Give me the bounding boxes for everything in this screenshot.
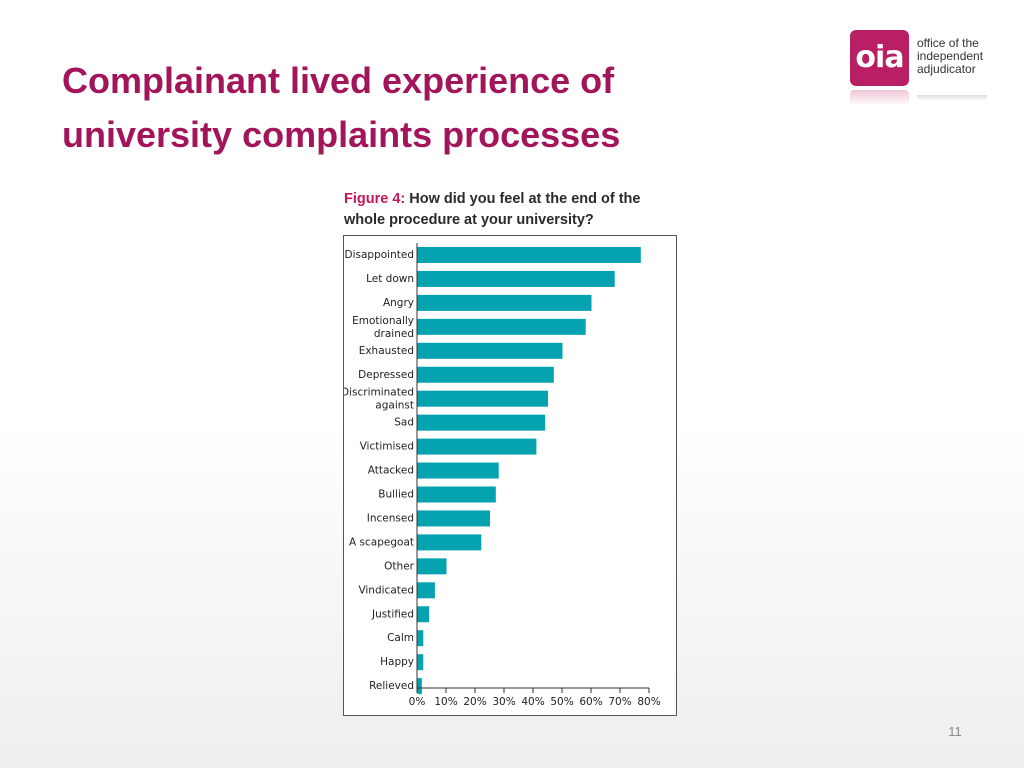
bar [417, 390, 548, 407]
figure-caption: Figure 4: How did you feel at the end of… [344, 189, 679, 231]
bar [417, 366, 554, 383]
category-label: Depressed [358, 369, 414, 381]
category-label: Relieved [369, 680, 414, 692]
logo-text-reflection [917, 95, 987, 101]
bar [417, 247, 641, 263]
bar [417, 486, 496, 503]
x-tick-label: 10% [434, 696, 457, 708]
category-label: Vindicated [358, 584, 414, 596]
bar [417, 606, 430, 623]
logo-text-line-3: adjudicator [917, 62, 976, 76]
category-label-line: against [375, 400, 414, 412]
bar [417, 438, 537, 455]
category-label: Emotionally drained [352, 315, 414, 340]
x-tick-label: 40% [521, 696, 544, 708]
bar [417, 342, 563, 359]
oia-logo: oia office of the independent adjudicato… [850, 30, 1010, 110]
bar [417, 294, 592, 311]
category-label-line: drained [374, 328, 414, 340]
chart-frame: Disappointed Let down Angry Emotionally drai… [341, 235, 677, 716]
bar [417, 414, 546, 431]
bar [417, 558, 447, 575]
category-label: Angry [383, 297, 414, 309]
x-tick-label: 30% [492, 696, 515, 708]
bar [417, 630, 424, 647]
bar [417, 534, 482, 551]
slide-title-line-1: Complainant lived experience of [62, 60, 615, 101]
category-label: Incensed [367, 512, 414, 524]
bar [417, 678, 422, 695]
page-number: 11 [948, 724, 962, 739]
category-label: Happy [380, 656, 414, 668]
category-label: Other [384, 560, 414, 572]
category-label: A scapegoat [349, 536, 414, 548]
x-tick-label: 20% [463, 696, 486, 708]
category-label: Attacked [368, 465, 414, 477]
logo-reflection [850, 90, 909, 106]
logo-text-line-1: office of the [917, 36, 979, 50]
category-label: Disappointed [345, 249, 414, 261]
category-label-line: Discriminated [344, 387, 414, 399]
oia-logo-text: office of the independent adjudicator [917, 37, 1012, 76]
bar-chart: Disappointed Let down Angry Emotionally drai… [341, 243, 661, 708]
x-tick-label: 70% [608, 696, 631, 708]
bar [417, 462, 499, 479]
bar [417, 270, 615, 287]
category-label-line: Emotionally [352, 315, 414, 327]
figure-question: How did you feel at the end of the whole… [344, 191, 641, 228]
category-label: Justified [371, 608, 414, 620]
category-label: Bullied [378, 489, 414, 501]
x-tick-label: 50% [550, 696, 573, 708]
oia-logo-mark: oia [850, 30, 909, 86]
category-label: Discriminated against [344, 387, 414, 412]
figure-caption-block: Figure 4: How did you feel at the end of… [343, 189, 679, 237]
x-tick-label: 0% [409, 696, 426, 708]
category-label: Let down [366, 273, 414, 285]
slide-title-line-2: university complaints processes [62, 114, 621, 155]
logo-text-line-2: independent [917, 49, 984, 63]
bar [417, 510, 490, 527]
slide-title: Complainant lived experience of universi… [62, 54, 762, 162]
category-label: Exhausted [359, 345, 414, 357]
category-label: Calm [387, 632, 414, 644]
category-label: Victimised [360, 441, 414, 453]
x-tick-label: 60% [579, 696, 602, 708]
x-tick-label: 80% [637, 696, 660, 708]
category-label: Sad [394, 417, 414, 429]
bar [417, 582, 435, 599]
bar [417, 318, 586, 335]
bar [417, 654, 424, 671]
figure-label: Figure 4: [344, 191, 406, 207]
